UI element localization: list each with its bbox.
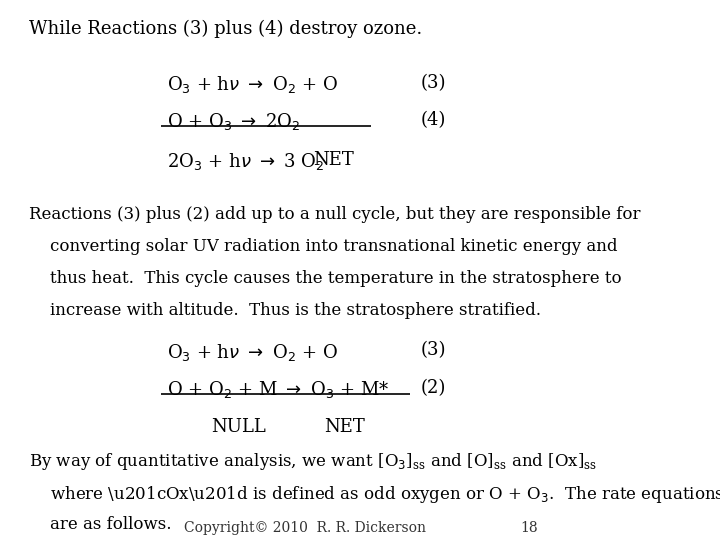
Text: While Reactions (3) plus (4) destroy ozone.: While Reactions (3) plus (4) destroy ozo… [29,20,422,38]
Text: (3): (3) [421,73,446,92]
Text: NULL: NULL [211,418,266,436]
Text: O$_3$ + h$\nu$ $\rightarrow$ O$_2$ + O: O$_3$ + h$\nu$ $\rightarrow$ O$_2$ + O [167,342,338,362]
Text: NET: NET [313,151,354,170]
Text: Reactions (3) plus (2) add up to a null cycle, but they are responsible for: Reactions (3) plus (2) add up to a null … [29,206,641,223]
Text: Copyright© 2010  R. R. Dickerson: Copyright© 2010 R. R. Dickerson [184,521,426,535]
Text: 18: 18 [521,521,538,535]
Text: (2): (2) [421,379,446,397]
Text: are as follows.: are as follows. [29,516,171,532]
Text: O + O$_3$ $\rightarrow$ 2O$_2$: O + O$_3$ $\rightarrow$ 2O$_2$ [167,111,300,132]
Text: increase with altitude.  Thus is the stratosphere stratified.: increase with altitude. Thus is the stra… [29,302,541,320]
Text: O$_3$ + h$\nu$ $\rightarrow$ O$_2$ + O: O$_3$ + h$\nu$ $\rightarrow$ O$_2$ + O [167,73,338,94]
Text: where \u201cOx\u201d is defined as odd oxygen or O + O$_3$.  The rate equations: where \u201cOx\u201d is defined as odd o… [29,483,720,504]
Text: O + O$_2$ + M $\rightarrow$ O$_3$ + M*: O + O$_2$ + M $\rightarrow$ O$_3$ + M* [167,379,390,400]
Text: converting solar UV radiation into transnational kinetic energy and: converting solar UV radiation into trans… [29,238,618,255]
Text: By way of quantitative analysis, we want [O$_3$]$_\mathregular{ss}$ and [O]$_\ma: By way of quantitative analysis, we want… [29,451,598,472]
Text: thus heat.  This cycle causes the temperature in the stratosphere to: thus heat. This cycle causes the tempera… [29,271,621,287]
Text: 2O$_3$ + h$\nu$ $\rightarrow$ 3 O$_2$: 2O$_3$ + h$\nu$ $\rightarrow$ 3 O$_2$ [167,151,325,172]
Text: (4): (4) [421,111,446,129]
Text: (3): (3) [421,342,446,360]
Text: NET: NET [324,418,365,436]
